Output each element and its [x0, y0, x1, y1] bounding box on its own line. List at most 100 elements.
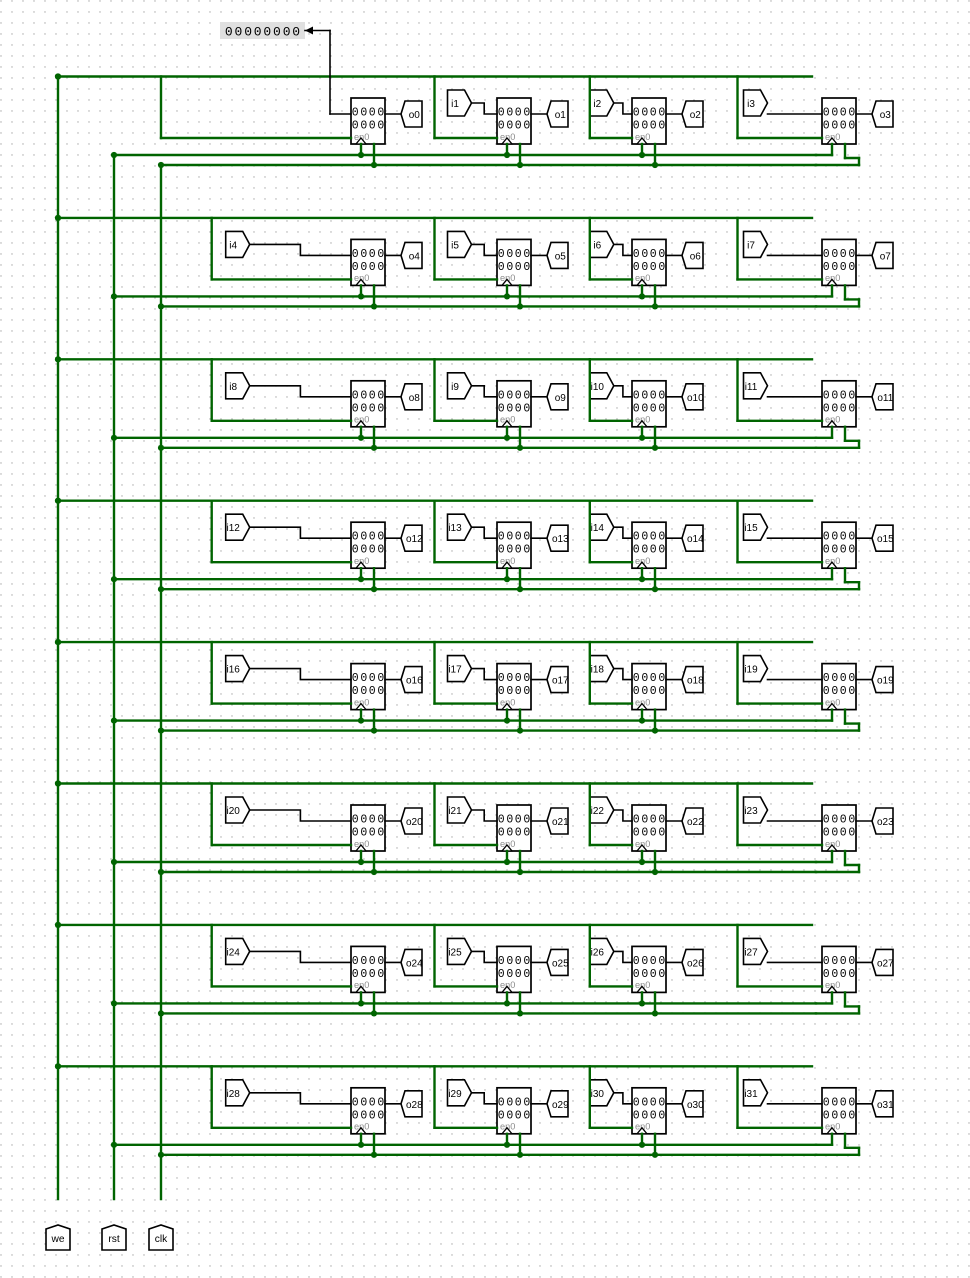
svg-text:0: 0 [840, 120, 847, 133]
svg-text:0: 0 [831, 389, 838, 402]
svg-text:0: 0 [369, 402, 376, 415]
svg-text:i9: i9 [451, 382, 459, 393]
svg-text:0: 0 [633, 814, 640, 827]
svg-text:0: 0 [263, 25, 271, 40]
svg-text:0: 0 [225, 25, 233, 40]
svg-text:0: 0 [498, 672, 505, 685]
svg-text:0: 0 [658, 814, 665, 827]
svg-text:0: 0 [515, 955, 522, 968]
svg-text:0: 0 [650, 1109, 657, 1122]
svg-text:i15: i15 [744, 523, 758, 534]
svg-text:0: 0 [633, 544, 640, 557]
svg-text:o4: o4 [409, 251, 421, 262]
svg-text:0: 0 [641, 968, 648, 981]
svg-text:0: 0 [377, 827, 384, 840]
svg-text:0: 0 [658, 1109, 665, 1122]
svg-text:0: 0 [523, 261, 530, 274]
svg-text:0: 0 [515, 248, 522, 261]
svg-text:0: 0 [377, 955, 384, 968]
svg-text:0: 0 [352, 402, 359, 415]
svg-text:i23: i23 [744, 806, 758, 817]
svg-text:0: 0 [352, 1096, 359, 1109]
svg-text:0: 0 [823, 261, 830, 274]
svg-text:0: 0 [377, 402, 384, 415]
svg-text:0: 0 [234, 25, 242, 40]
svg-text:0: 0 [273, 25, 281, 40]
svg-text:0: 0 [658, 672, 665, 685]
svg-text:i3: i3 [747, 99, 755, 110]
svg-text:o0: o0 [409, 110, 421, 121]
svg-text:i13: i13 [448, 523, 462, 534]
svg-text:0: 0 [641, 672, 648, 685]
svg-text:i7: i7 [747, 240, 755, 251]
svg-text:0: 0 [515, 531, 522, 544]
svg-text:0: 0 [369, 685, 376, 698]
svg-text:0: 0 [515, 402, 522, 415]
svg-text:i6: i6 [593, 240, 601, 251]
svg-text:0: 0 [369, 955, 376, 968]
svg-text:0: 0 [523, 402, 530, 415]
svg-text:i28: i28 [227, 1089, 241, 1100]
svg-text:i14: i14 [591, 523, 605, 534]
svg-text:0: 0 [840, 1109, 847, 1122]
svg-text:0: 0 [658, 531, 665, 544]
svg-text:i25: i25 [448, 947, 462, 958]
svg-text:o12: o12 [406, 534, 423, 545]
svg-text:0: 0 [369, 389, 376, 402]
svg-text:0: 0 [506, 827, 513, 840]
svg-text:0: 0 [848, 1109, 855, 1122]
svg-text:0: 0 [498, 402, 505, 415]
svg-text:0: 0 [650, 544, 657, 557]
svg-text:0: 0 [498, 120, 505, 133]
svg-text:0: 0 [650, 685, 657, 698]
svg-text:o22: o22 [687, 817, 704, 828]
svg-text:0: 0 [523, 1096, 530, 1109]
svg-text:0: 0 [650, 248, 657, 261]
svg-text:0: 0 [360, 672, 367, 685]
svg-text:0: 0 [840, 672, 847, 685]
svg-text:0: 0 [515, 120, 522, 133]
svg-text:0: 0 [515, 814, 522, 827]
svg-text:0: 0 [823, 107, 830, 120]
svg-text:0: 0 [658, 968, 665, 981]
svg-text:0: 0 [823, 402, 830, 415]
svg-text:o30: o30 [687, 1100, 704, 1111]
svg-text:0: 0 [360, 1096, 367, 1109]
svg-text:o2: o2 [690, 110, 702, 121]
svg-text:0: 0 [506, 685, 513, 698]
svg-text:0: 0 [658, 248, 665, 261]
svg-text:i19: i19 [744, 665, 758, 676]
svg-text:i16: i16 [227, 665, 241, 676]
svg-text:0: 0 [515, 544, 522, 557]
svg-text:0: 0 [658, 1096, 665, 1109]
svg-text:0: 0 [840, 814, 847, 827]
svg-text:0: 0 [377, 685, 384, 698]
svg-text:0: 0 [840, 827, 847, 840]
svg-text:0: 0 [658, 261, 665, 274]
svg-text:0: 0 [369, 814, 376, 827]
svg-text:o26: o26 [687, 958, 704, 969]
svg-text:0: 0 [498, 827, 505, 840]
svg-text:0: 0 [369, 968, 376, 981]
svg-text:0: 0 [360, 1109, 367, 1122]
svg-text:o21: o21 [552, 817, 569, 828]
svg-text:i11: i11 [745, 382, 758, 393]
svg-text:0: 0 [369, 544, 376, 557]
svg-text:0: 0 [823, 120, 830, 133]
svg-text:0: 0 [360, 248, 367, 261]
svg-text:o29: o29 [552, 1100, 569, 1111]
svg-text:0: 0 [369, 531, 376, 544]
svg-text:0: 0 [360, 120, 367, 133]
svg-text:o8: o8 [409, 393, 421, 404]
svg-text:0: 0 [848, 955, 855, 968]
svg-text:0: 0 [283, 25, 291, 40]
svg-text:0: 0 [369, 248, 376, 261]
svg-text:0: 0 [650, 389, 657, 402]
svg-text:o17: o17 [552, 676, 569, 687]
svg-text:0: 0 [658, 955, 665, 968]
svg-text:0: 0 [352, 248, 359, 261]
svg-text:0: 0 [823, 544, 830, 557]
svg-text:i31: i31 [744, 1089, 758, 1100]
svg-text:0: 0 [823, 248, 830, 261]
svg-text:0: 0 [498, 968, 505, 981]
